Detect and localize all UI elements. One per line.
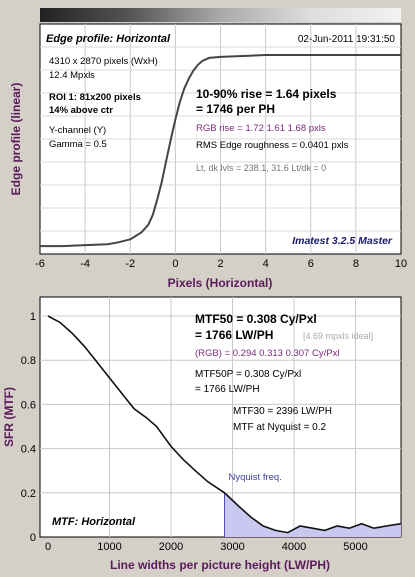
mtf-y-tick-label: 0.2 <box>21 488 36 500</box>
rgb-mtf: (RGB) = 0.294 0.313 0.307 Cy/Pxl <box>195 348 339 359</box>
edge-profile-line <box>40 54 401 248</box>
edge-profile-x-tick-label: -4 <box>80 258 90 270</box>
mtf-y-axis-label: SFR (MTF) <box>2 387 16 447</box>
edge-profile-panel: -6 -4 -2 0 2 4 6 8 10 Edge profile: Horizontal 0… <box>9 8 407 290</box>
channel-line-2: Gamma = 0.5 <box>49 139 107 150</box>
edge-profile-x-tick-label: -6 <box>35 258 45 270</box>
rise-line-1: 10-90% rise = 1.64 pixels <box>196 87 337 101</box>
mtf-grid <box>40 297 401 537</box>
mtf-x-tick-label: 0 <box>45 541 51 553</box>
mtf-x-tick-label: 2000 <box>159 541 183 553</box>
ideal-note: [4.69 mpxls ideal] <box>303 331 373 341</box>
mtf-line <box>47 315 402 534</box>
mtf-panel: 0 1000 2000 3000 4000 5000 0 0.2 0.4 0.6 0.8 1 MTF… <box>2 296 402 572</box>
rms-roughness: RMS Edge roughness = 0.0401 pxls <box>196 140 349 151</box>
rise-line-2: = 1746 per PH <box>196 102 275 116</box>
mtf-x-tick-label: 4000 <box>282 541 306 553</box>
mtf-footer: MTF: Horizontal <box>52 516 136 528</box>
edge-profile-x-tick-label: 0 <box>172 258 178 270</box>
mtf-y-tick-label: 0.6 <box>21 399 36 411</box>
mtf50p-line-2: = 1766 LW/PH <box>195 384 260 395</box>
mtf50-line-2: = 1766 LW/PH <box>195 328 273 342</box>
mtf-x-tick-label: 3000 <box>220 541 244 553</box>
mtf-x-tick-label: 1000 <box>97 541 121 553</box>
mtf50p-line-1: MTF50P = 0.308 Cy/Pxl <box>195 369 301 380</box>
mtf-nyquist-text: MTF at Nyquist = 0.2 <box>233 422 327 433</box>
edge-profile-header-right: 02-Jun-2011 19:31:50 <box>298 34 396 45</box>
rgb-rise: RGB rise = 1.72 1.61 1.68 pxls <box>196 123 326 134</box>
mtf-plot-area <box>39 296 402 538</box>
channel-line-1: Y-channel (Y) <box>49 125 106 136</box>
levels-text: Lt, dk lvls = 238.1, 31.6 Lt/dk = 0 <box>196 163 326 173</box>
mtf-y-tick-label: 0.4 <box>21 444 36 456</box>
mtf-y-ticks: 0 0.2 0.4 0.6 0.8 1 <box>21 311 36 544</box>
mtf-y-tick-label: 0 <box>30 532 36 544</box>
mtf30-text: MTF30 = 2396 LW/PH <box>233 406 332 417</box>
nyquist-label: Nyquist freq. <box>229 472 282 483</box>
roi-line-2: 14% above ctr <box>49 105 113 116</box>
edge-profile-grid <box>40 24 401 254</box>
edge-profile-x-tick-label: 6 <box>308 258 314 270</box>
edge-profile-header-left: Edge profile: Horizontal <box>46 33 171 45</box>
edge-profile-x-axis-label: Pixels (Horizontal) <box>168 276 273 290</box>
edge-profile-y-axis-label: Edge profile (linear) <box>9 83 23 196</box>
edge-profile-footer: Imatest 3.2.5 Master <box>292 235 393 247</box>
roi-line-1: ROI 1: 81x200 pixels <box>49 92 141 103</box>
mtf-x-axis-label: Line widths per picture height (LW/PH) <box>110 558 330 572</box>
gray-ramp-strip <box>40 8 401 22</box>
info-line-2: 12.4 Mpxls <box>49 70 95 81</box>
edge-profile-x-tick-label: -2 <box>125 258 135 270</box>
mtf-x-ticks: 0 1000 2000 3000 4000 5000 <box>45 541 368 553</box>
mtf50-line-1: MTF50 = 0.308 Cy/Pxl <box>195 312 317 326</box>
mtf-y-tick-label: 0.8 <box>21 355 36 367</box>
edge-profile-x-ticks: -6 -4 -2 0 2 4 6 8 10 <box>35 258 407 270</box>
info-line-1: 4310 x 2870 pixels (WxH) <box>49 56 158 67</box>
edge-profile-x-tick-label: 8 <box>353 258 359 270</box>
edge-profile-x-tick-label: 4 <box>263 258 269 270</box>
mtf-x-tick-label: 5000 <box>343 541 367 553</box>
edge-profile-x-tick-label: 10 <box>395 258 407 270</box>
mtf-y-tick-label: 1 <box>30 311 36 323</box>
edge-profile-x-tick-label: 2 <box>217 258 223 270</box>
